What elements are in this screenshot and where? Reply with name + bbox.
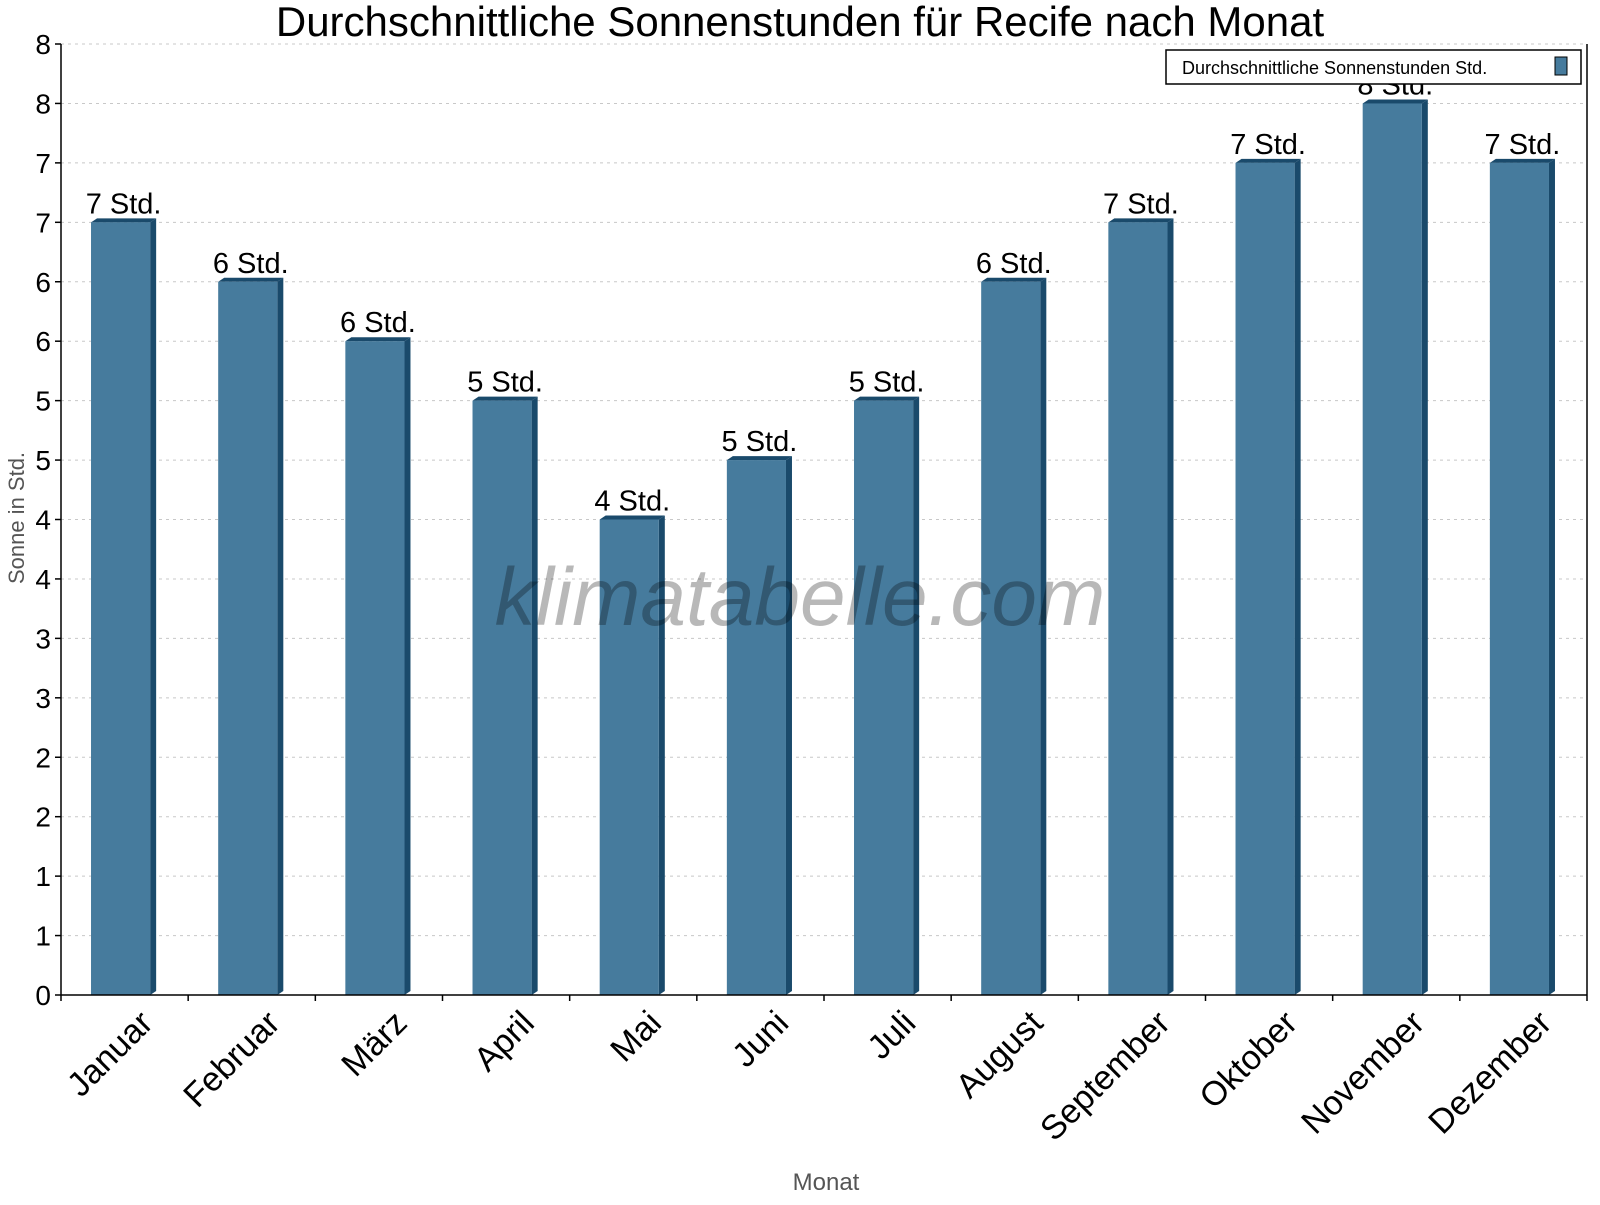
y-tick-label: 2 [35, 802, 51, 833]
y-tick-label: 1 [35, 921, 51, 952]
data-label: 6 Std. [976, 248, 1052, 280]
bar-side [1421, 99, 1428, 995]
bar-top [599, 515, 665, 520]
bar-top [1235, 158, 1301, 163]
bar-side [150, 218, 157, 995]
bar-top [981, 277, 1047, 282]
y-tick-label: 1 [35, 861, 51, 892]
data-label: 5 Std. [467, 367, 543, 399]
data-label: 7 Std. [86, 188, 162, 220]
y-tick-label: 8 [35, 29, 51, 60]
bar [981, 281, 1041, 995]
bar [345, 341, 405, 995]
bar-side [531, 396, 538, 995]
data-label: 5 Std. [722, 426, 798, 458]
bar-top [1489, 158, 1555, 163]
x-tick-label: September [1033, 1004, 1177, 1148]
grid-lines [61, 43, 1587, 937]
bar-top [854, 396, 920, 401]
chart-title: Durchschnittliche Sonnenstunden für Reci… [276, 0, 1325, 45]
bar [218, 281, 278, 995]
y-tick-label: 7 [35, 148, 51, 179]
bar-side [785, 456, 792, 995]
bar [726, 460, 786, 995]
x-tick-label: November [1294, 1004, 1432, 1142]
data-label: 7 Std. [1485, 129, 1561, 161]
bar-side [658, 515, 665, 995]
bar-top [472, 396, 538, 401]
y-tick-label: 8 [35, 88, 51, 119]
bar-side [1167, 218, 1174, 995]
x-axis-label: Monat [793, 1169, 860, 1196]
x-tick-labels: Januar Februar März April Mai Juni Juli AugustS… [60, 1003, 1559, 1148]
y-tick-label: 7 [35, 207, 51, 238]
y-tick-label: 3 [35, 683, 51, 714]
bar-side [1294, 158, 1301, 995]
y-tick-label: 6 [35, 267, 51, 298]
bar [1235, 162, 1295, 995]
bar [1108, 222, 1168, 995]
x-tick-label: April [467, 1004, 542, 1079]
x-tick-label: Juli [860, 1004, 923, 1067]
bar-top [1108, 218, 1174, 223]
x-tick-label: Mai [603, 1004, 669, 1070]
x-tick-label: August [949, 1003, 1051, 1105]
bar [91, 222, 151, 995]
x-tick-label: März [334, 1004, 414, 1084]
data-label: 6 Std. [213, 248, 289, 280]
x-tick-label: Februar [176, 1004, 287, 1115]
x-tick-label: Juni [725, 1004, 796, 1075]
y-tick-labels: 0 1 1 2 2 3 3 4 4 5 5 6 6 7 7 8 8 [35, 29, 51, 1011]
bar [1362, 103, 1422, 995]
bar-top [726, 456, 792, 461]
watermark: klimatabelle.com [495, 552, 1106, 643]
y-tick-label: 4 [35, 564, 51, 595]
bar [599, 519, 659, 995]
bar-side [1548, 158, 1555, 995]
bar-top [218, 277, 284, 282]
bar [1489, 162, 1549, 995]
y-tick-label: 3 [35, 623, 51, 654]
data-label: 5 Std. [849, 367, 925, 399]
y-tick-label: 6 [35, 326, 51, 357]
y-axis-label: Sonne in Std. [4, 452, 29, 584]
data-label: 6 Std. [340, 307, 416, 339]
bar-side [277, 277, 284, 995]
bar-side [404, 337, 411, 995]
bar-side [913, 396, 920, 995]
bar-top [345, 337, 411, 342]
legend-label: Durchschnittliche Sonnenstunden Std. [1182, 58, 1487, 78]
data-label: 7 Std. [1103, 188, 1179, 220]
y-tick-label: 5 [35, 386, 51, 417]
bar-top [1362, 99, 1428, 104]
y-tick-label: 0 [35, 980, 51, 1011]
data-labels: 7 Std. 6 Std. 6 Std. 5 Std. 4 Std. 5 Std. 5 St… [86, 69, 1561, 517]
y-tick-label: 4 [35, 505, 51, 536]
bars [91, 99, 1555, 995]
legend-box [1165, 49, 1582, 85]
x-tick-label: Oktober [1192, 1004, 1304, 1116]
data-label: 7 Std. [1230, 129, 1306, 161]
x-tick-label: Dezember [1421, 1004, 1559, 1142]
bar [854, 400, 914, 995]
axes [55, 43, 1588, 1001]
legend-swatch [1554, 56, 1568, 76]
data-label: 4 Std. [594, 486, 670, 518]
y-tick-label: 2 [35, 742, 51, 773]
x-tick-label: Januar [60, 1004, 160, 1104]
y-tick-label: 5 [35, 445, 51, 476]
bar-side [1040, 277, 1047, 995]
bar-top [91, 218, 157, 223]
bar [472, 400, 532, 995]
legend: Durchschnittliche Sonnenstunden Std. [1165, 49, 1582, 85]
